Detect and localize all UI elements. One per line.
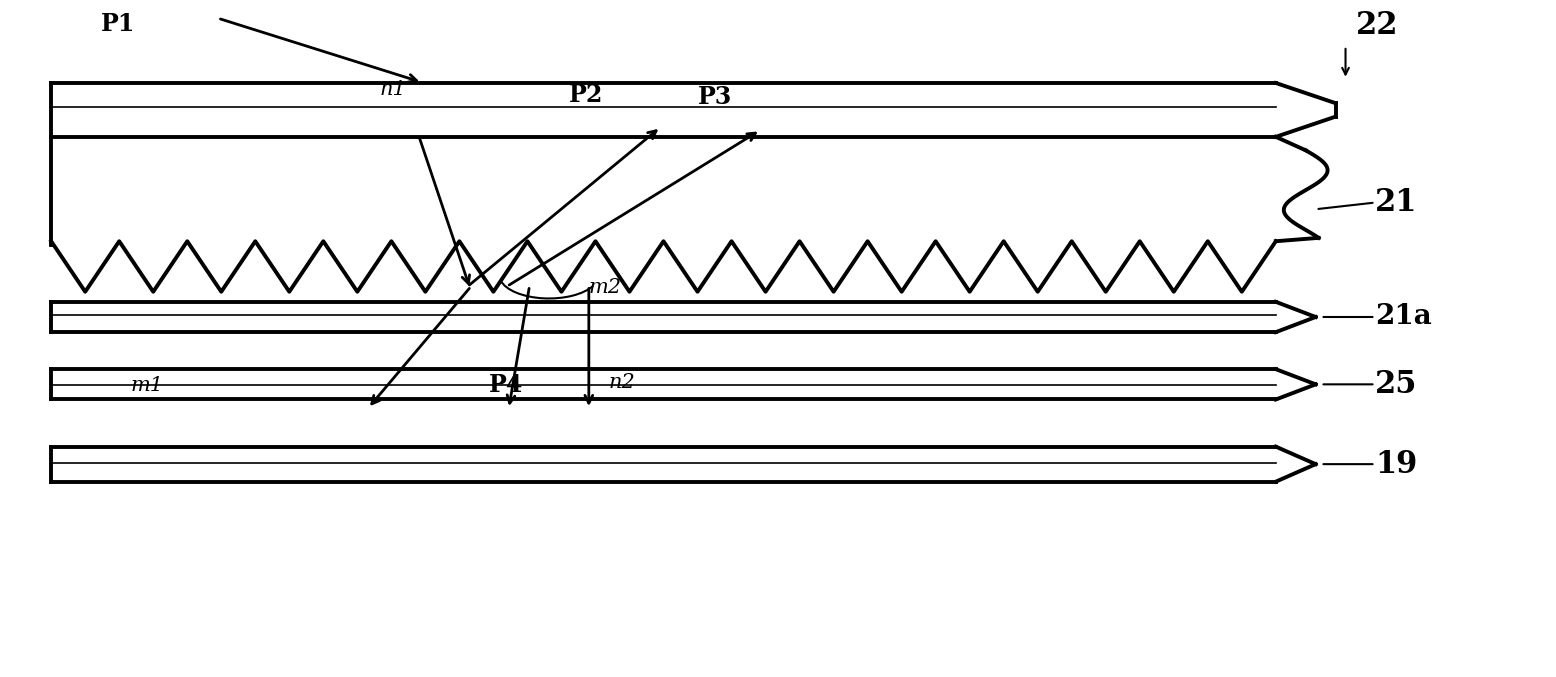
Text: P2: P2	[569, 83, 604, 106]
Text: 21: 21	[1376, 187, 1418, 218]
Text: P3: P3	[699, 85, 733, 108]
Text: 22: 22	[1355, 10, 1397, 41]
Text: m2: m2	[588, 278, 622, 297]
Text: 21a: 21a	[1376, 303, 1432, 330]
Text: n1: n1	[380, 80, 406, 100]
Text: n2: n2	[608, 372, 635, 391]
Text: P4: P4	[489, 372, 524, 397]
Text: P1: P1	[101, 12, 135, 37]
Text: 25: 25	[1376, 369, 1418, 400]
Text: 19: 19	[1376, 449, 1418, 479]
Text: m1: m1	[131, 376, 163, 395]
